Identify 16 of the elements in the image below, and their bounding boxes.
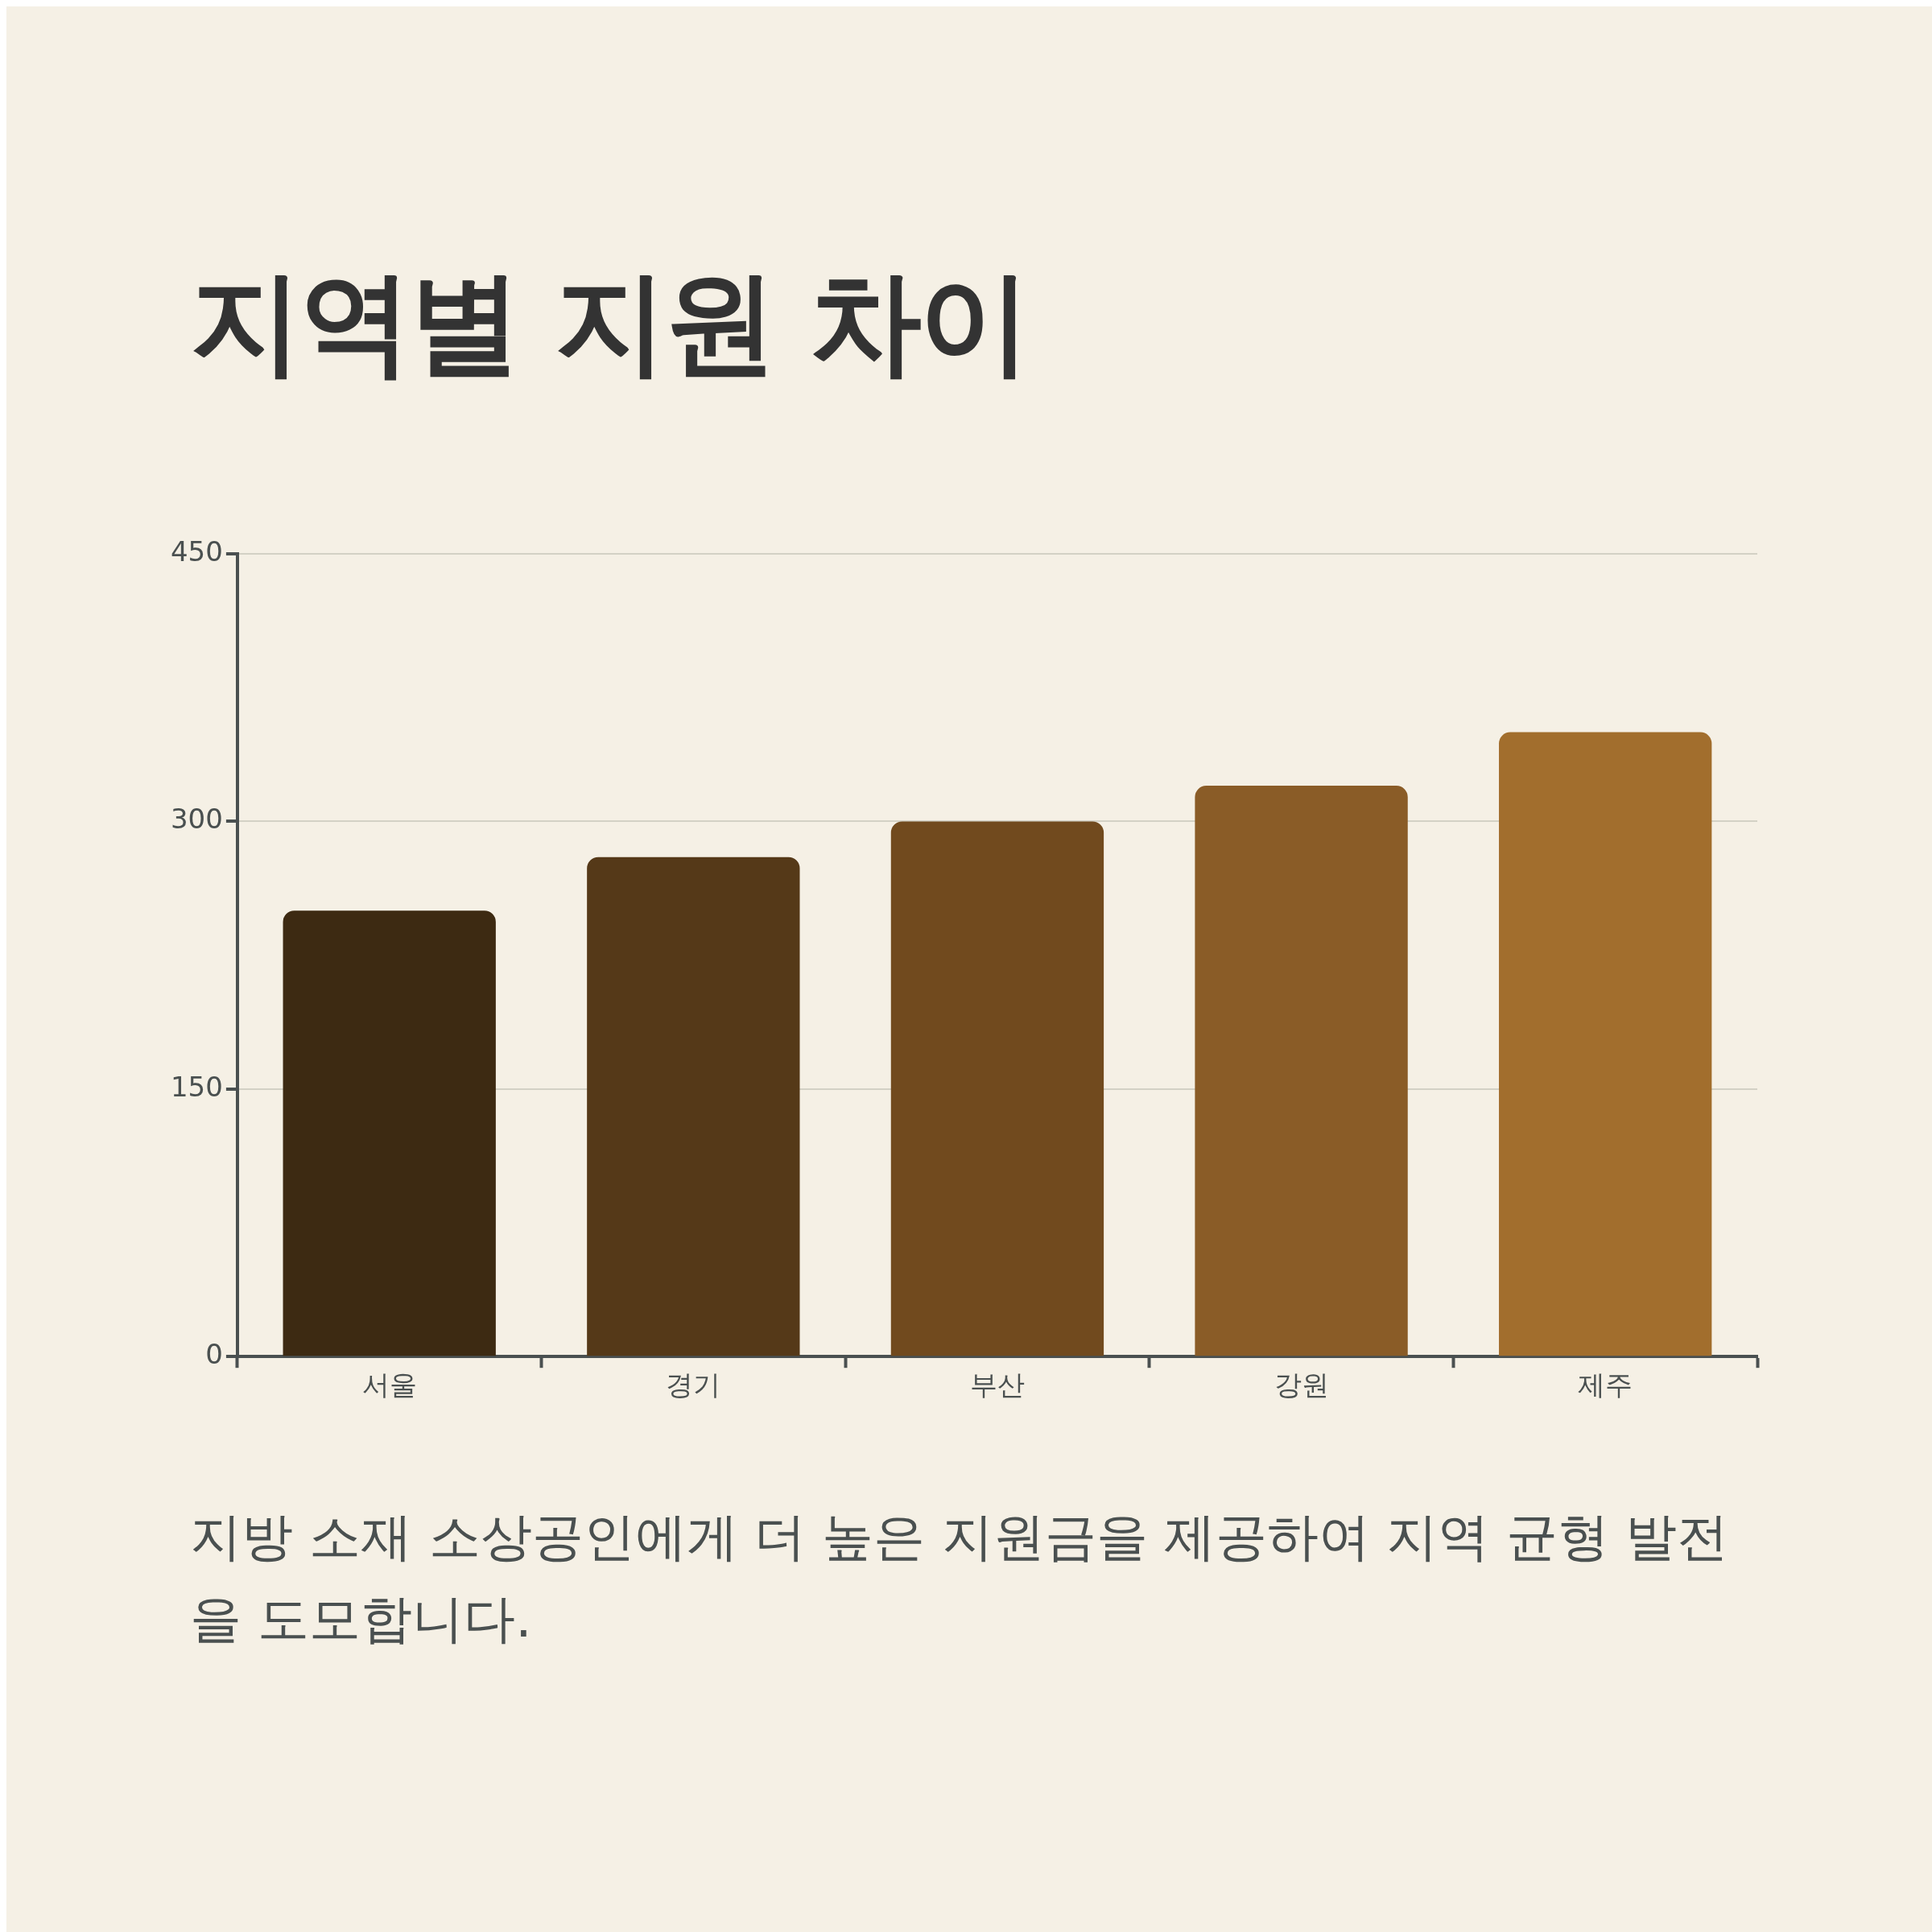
x-tick-label: 부산 [969, 1368, 1025, 1402]
x-tick-label: 제주 [1578, 1368, 1633, 1402]
x-tick-label: 강원 [1274, 1368, 1329, 1402]
text: 지방 소재 소상공인에게 더 높은 지원금을 제공하여 지역 균형 발전을 도모합니다. [190, 1506, 1730, 1651]
bar [1499, 732, 1712, 1356]
y-tick-label: 0 [205, 1338, 223, 1371]
y-tick-label: 450 [170, 535, 223, 568]
bar [587, 857, 800, 1356]
x-tick-label: 서울 [361, 1368, 417, 1402]
y-tick-label: 300 [170, 803, 223, 836]
y-tick-label: 150 [170, 1070, 223, 1103]
bar [283, 910, 496, 1356]
chart-title: 지역별 지원 차이 [190, 256, 1029, 390]
bar [890, 821, 1104, 1356]
x-tick-label: 경기 [666, 1368, 721, 1402]
bar [1195, 786, 1408, 1356]
